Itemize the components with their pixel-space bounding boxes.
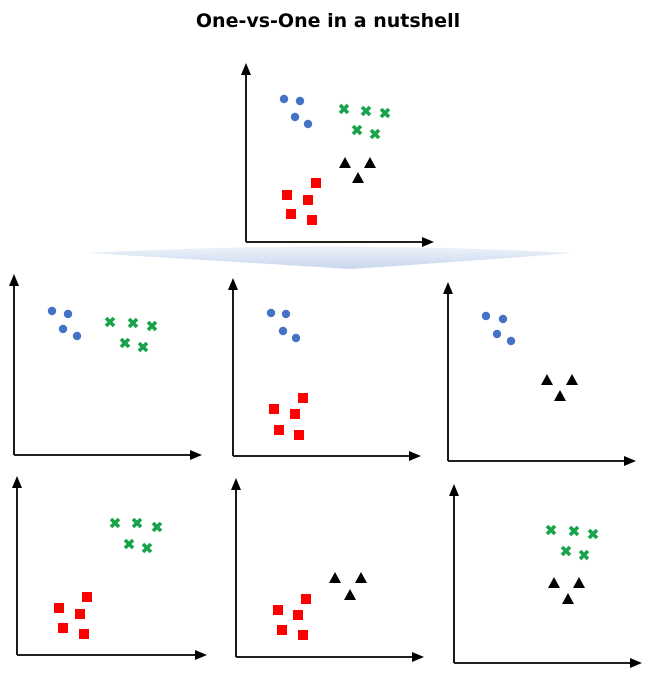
green-cross-marker: [568, 525, 580, 537]
black-triangle-marker: [339, 157, 351, 168]
blue-circle-marker: [278, 326, 288, 336]
blue-circle-marker: [303, 119, 313, 129]
red-square-marker: [58, 623, 68, 633]
y-axis-arrow: [12, 476, 22, 488]
green-cross-marker: [351, 124, 363, 136]
green-cross-marker: [560, 545, 572, 557]
red-square-marker: [294, 430, 304, 440]
green-cross-marker: [379, 107, 391, 119]
x-axis-arrow: [190, 450, 202, 460]
red-square-marker: [79, 629, 89, 639]
red-square-marker: [290, 409, 300, 419]
green-cross-marker: [146, 320, 158, 332]
blue-circle-marker: [266, 308, 276, 318]
y-axis-arrow: [228, 278, 238, 290]
red-square-marker: [307, 215, 317, 225]
red-square-marker: [301, 594, 311, 604]
blue-circle-marker: [72, 331, 82, 341]
red-square-marker: [298, 393, 308, 403]
x-axis-arrow: [412, 652, 424, 662]
panel-blue-vs-green: [9, 274, 202, 460]
red-square-marker: [82, 592, 92, 602]
blue-circle-marker: [281, 309, 291, 319]
panel-blue-vs-red: [228, 278, 421, 461]
red-square-marker: [298, 630, 308, 640]
green-cross-marker: [141, 542, 153, 554]
green-cross-marker: [545, 524, 557, 536]
blue-circle-marker: [492, 329, 502, 339]
y-axis-arrow: [9, 274, 19, 286]
black-triangle-marker: [562, 593, 574, 604]
red-square-marker: [54, 603, 64, 613]
x-axis-arrow: [422, 237, 434, 247]
panel-blue-vs-black: [443, 282, 636, 466]
red-square-marker: [277, 625, 287, 635]
red-square-marker: [293, 610, 303, 620]
panel-red-vs-black: [231, 478, 424, 662]
green-cross-marker: [587, 528, 599, 540]
y-axis-arrow: [231, 478, 241, 490]
panel-green-vs-black: [449, 484, 642, 668]
blue-circle-marker: [279, 94, 289, 104]
green-cross-marker: [131, 517, 143, 529]
red-square-marker: [311, 178, 321, 188]
page-title: One-vs-One in a nutshell: [195, 10, 461, 32]
blue-circle-marker: [498, 314, 508, 324]
black-triangle-marker: [329, 572, 341, 583]
y-axis-arrow: [449, 484, 459, 496]
y-axis-arrow: [443, 282, 453, 294]
green-cross-marker: [151, 521, 163, 533]
red-square-marker: [274, 425, 284, 435]
green-cross-marker: [578, 549, 590, 561]
red-square-marker: [75, 609, 85, 619]
blue-circle-marker: [290, 112, 300, 122]
green-cross-marker: [119, 337, 131, 349]
split-fan: [88, 246, 572, 269]
x-axis-arrow: [195, 650, 207, 660]
blue-circle-marker: [481, 311, 491, 321]
black-triangle-marker: [541, 374, 553, 385]
red-square-marker: [273, 605, 283, 615]
green-cross-marker: [127, 317, 139, 329]
blue-circle-marker: [506, 336, 516, 346]
red-square-marker: [282, 190, 292, 200]
black-triangle-marker: [364, 157, 376, 168]
black-triangle-marker: [548, 577, 560, 588]
black-triangle-marker: [344, 589, 356, 600]
blue-circle-marker: [63, 309, 73, 319]
blue-circle-marker: [291, 333, 301, 343]
blue-circle-marker: [58, 324, 68, 334]
blue-circle-marker: [295, 96, 305, 106]
black-triangle-marker: [566, 374, 578, 385]
black-triangle-marker: [573, 577, 585, 588]
green-cross-marker: [109, 517, 121, 529]
green-cross-marker: [123, 538, 135, 550]
blue-circle-marker: [47, 306, 57, 316]
green-cross-marker: [104, 316, 116, 328]
x-axis-arrow: [624, 456, 636, 466]
black-triangle-marker: [352, 172, 364, 183]
red-square-marker: [286, 209, 296, 219]
black-triangle-marker: [355, 572, 367, 583]
panel-red-vs-green: [12, 476, 207, 660]
red-square-marker: [269, 404, 279, 414]
green-cross-marker: [360, 105, 372, 117]
x-axis-arrow: [409, 451, 421, 461]
red-square-marker: [303, 195, 313, 205]
black-triangle-marker: [554, 390, 566, 401]
green-cross-marker: [137, 341, 149, 353]
panel-all-classes: [241, 63, 434, 247]
x-axis-arrow: [630, 658, 642, 668]
y-axis-arrow: [241, 63, 251, 75]
green-cross-marker: [369, 128, 381, 140]
green-cross-marker: [338, 103, 350, 115]
